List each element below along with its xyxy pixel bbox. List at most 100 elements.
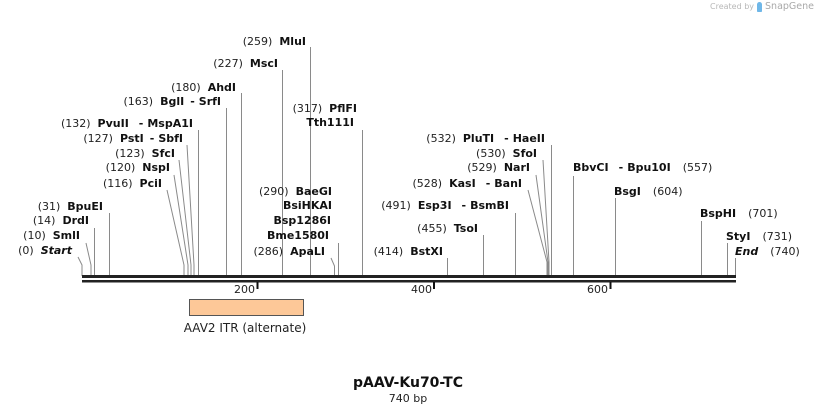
site-position: (701): [748, 207, 778, 220]
enzyme-name: MluI: [279, 35, 306, 48]
site-position: (120): [105, 161, 136, 174]
enzyme-name: SfoI: [512, 147, 537, 160]
leader-line-sfci: [178, 159, 192, 276]
enzyme-name: SmlI: [52, 229, 80, 242]
site-label-esp3i-bsmbi: (491) Esp3I - BsmBI: [381, 199, 509, 213]
enzyme-name: AhdI: [207, 81, 236, 94]
leader-line-smli: [85, 242, 92, 276]
enzyme-name: TsoI: [453, 222, 478, 235]
leader-line-pcii: [166, 189, 185, 276]
site-position: (604): [652, 185, 683, 198]
tick-label-600: 600: [587, 283, 608, 296]
site-position: (286): [253, 245, 284, 258]
enzyme-name: BsiHKAI: [282, 199, 332, 212]
site-leader-lines: [77, 47, 736, 276]
separator: -: [485, 177, 491, 190]
enzyme-name: StyI: [726, 230, 751, 243]
plasmid-title: pAAV-Ku70-TC: [353, 375, 463, 391]
created-by-text: Created by: [710, 2, 755, 11]
tick-600: [609, 282, 612, 289]
enzyme-name-2: SbfI: [158, 132, 183, 145]
site-position: (530): [476, 147, 506, 160]
enzyme-name: PvuII: [97, 117, 129, 130]
site-position: (31): [37, 200, 61, 213]
site-label-bsphi: BspHI (701): [700, 207, 778, 221]
enzyme-name: BglI: [160, 95, 185, 108]
site-position: (529): [467, 161, 497, 174]
site-position: (259): [242, 35, 273, 48]
site-label-pcii: (116) PciI: [103, 177, 162, 191]
site-position: (532): [426, 132, 456, 145]
site-label-bsp1286i: Bsp1286I: [273, 214, 331, 228]
site-position: (528): [412, 177, 443, 190]
site-label-start: (0) Start: [18, 244, 72, 258]
site-label-drdi: (14) DrdI: [33, 214, 89, 228]
enzyme-name: MscI: [249, 57, 278, 70]
site-position: (290): [259, 185, 289, 198]
site-label-pluti-haeii: (532) PluTI - HaeII: [426, 132, 545, 146]
site-label-end: End (740): [735, 245, 800, 259]
site-label-bbvci-bpu10i: BbvCI - Bpu10I (557): [573, 161, 712, 175]
site-label-bsihkai: BsiHKAI: [283, 199, 332, 213]
site-position: (455): [417, 222, 447, 235]
site-label-ahdi: (180) AhdI: [171, 81, 236, 95]
site-label-tsoi: (455) TsoI: [417, 222, 478, 236]
enzyme-name: ApaLI: [290, 245, 325, 258]
site-position: (557): [682, 161, 713, 174]
site-label-psti-sbfi: (127) PstI - SbfI: [83, 132, 183, 146]
site-position: (317): [292, 102, 323, 115]
site-label-nari: (529) NarI: [467, 161, 530, 175]
enzyme-name: SfcI: [151, 147, 175, 160]
site-label-bstxi: (414) BstXI: [374, 245, 443, 259]
site-position: (0): [18, 244, 34, 257]
enzyme-name-2: Bpu10I: [627, 161, 671, 174]
site-position: (163): [123, 95, 154, 108]
tick-200: [256, 282, 259, 289]
leader-line-psti: [186, 144, 195, 276]
snapgene-watermark: Created by SnapGene: [710, 1, 814, 13]
feature-aav2-itr-box: [189, 299, 304, 316]
backbone-top-strand: [82, 275, 736, 278]
separator: -: [190, 95, 195, 108]
enzyme-name: BspHI: [700, 207, 737, 220]
feature-aav2-itr-label: AAV2 ITR (alternate): [183, 321, 307, 335]
enzyme-name-2: MspA1I: [147, 117, 193, 130]
site-label-styi: StyI (731): [726, 230, 792, 244]
snapgene-logo-icon: [757, 2, 763, 12]
tick-400: [433, 282, 435, 289]
enzyme-name: BpuEI: [67, 200, 103, 213]
leader-line-nari: [535, 174, 549, 276]
enzyme-name: DrdI: [62, 214, 89, 227]
leader-line-nspi: [173, 174, 189, 276]
enzyme-name: Bsp1286I: [273, 214, 331, 227]
site-label-sfoi: (530) SfoI: [476, 147, 537, 161]
enzyme-name: PluTI: [462, 132, 495, 145]
enzyme-name: NspI: [142, 161, 170, 174]
site-label-bme1580i: Bme1580I: [267, 229, 329, 243]
site-label-smli: (10) SmlI: [23, 229, 80, 243]
site-position: (123): [115, 147, 145, 160]
enzyme-name-2: SrfI: [198, 95, 221, 108]
enzyme-name: PciI: [139, 177, 162, 190]
site-label-bsgi: BsgI (604): [614, 185, 683, 199]
enzyme-name-2: BanI: [494, 177, 522, 190]
start-label: Start: [40, 244, 72, 257]
site-position: (227): [213, 57, 243, 70]
enzyme-name: BaeGI: [295, 185, 332, 198]
site-label-pflfi: (317) PflFI: [293, 102, 357, 116]
enzyme-name: PflFI: [329, 102, 357, 115]
leader-line-kasi: [527, 189, 548, 276]
enzyme-name: Bme1580I: [266, 229, 329, 242]
separator: -: [461, 199, 467, 212]
site-label-sfci: (123) SfcI: [115, 147, 175, 161]
site-position: (731): [762, 230, 793, 243]
site-label-baegi: (290) BaeGI: [259, 185, 332, 199]
separator: -: [138, 117, 144, 130]
site-position: (180): [171, 81, 201, 94]
separator: -: [504, 132, 509, 145]
enzyme-name: BbvCI: [573, 161, 609, 174]
site-position: (127): [83, 132, 113, 145]
site-label-kasi-bani: (528) KasI - BanI: [413, 177, 523, 191]
plasmid-length: 740 bp: [388, 392, 428, 405]
